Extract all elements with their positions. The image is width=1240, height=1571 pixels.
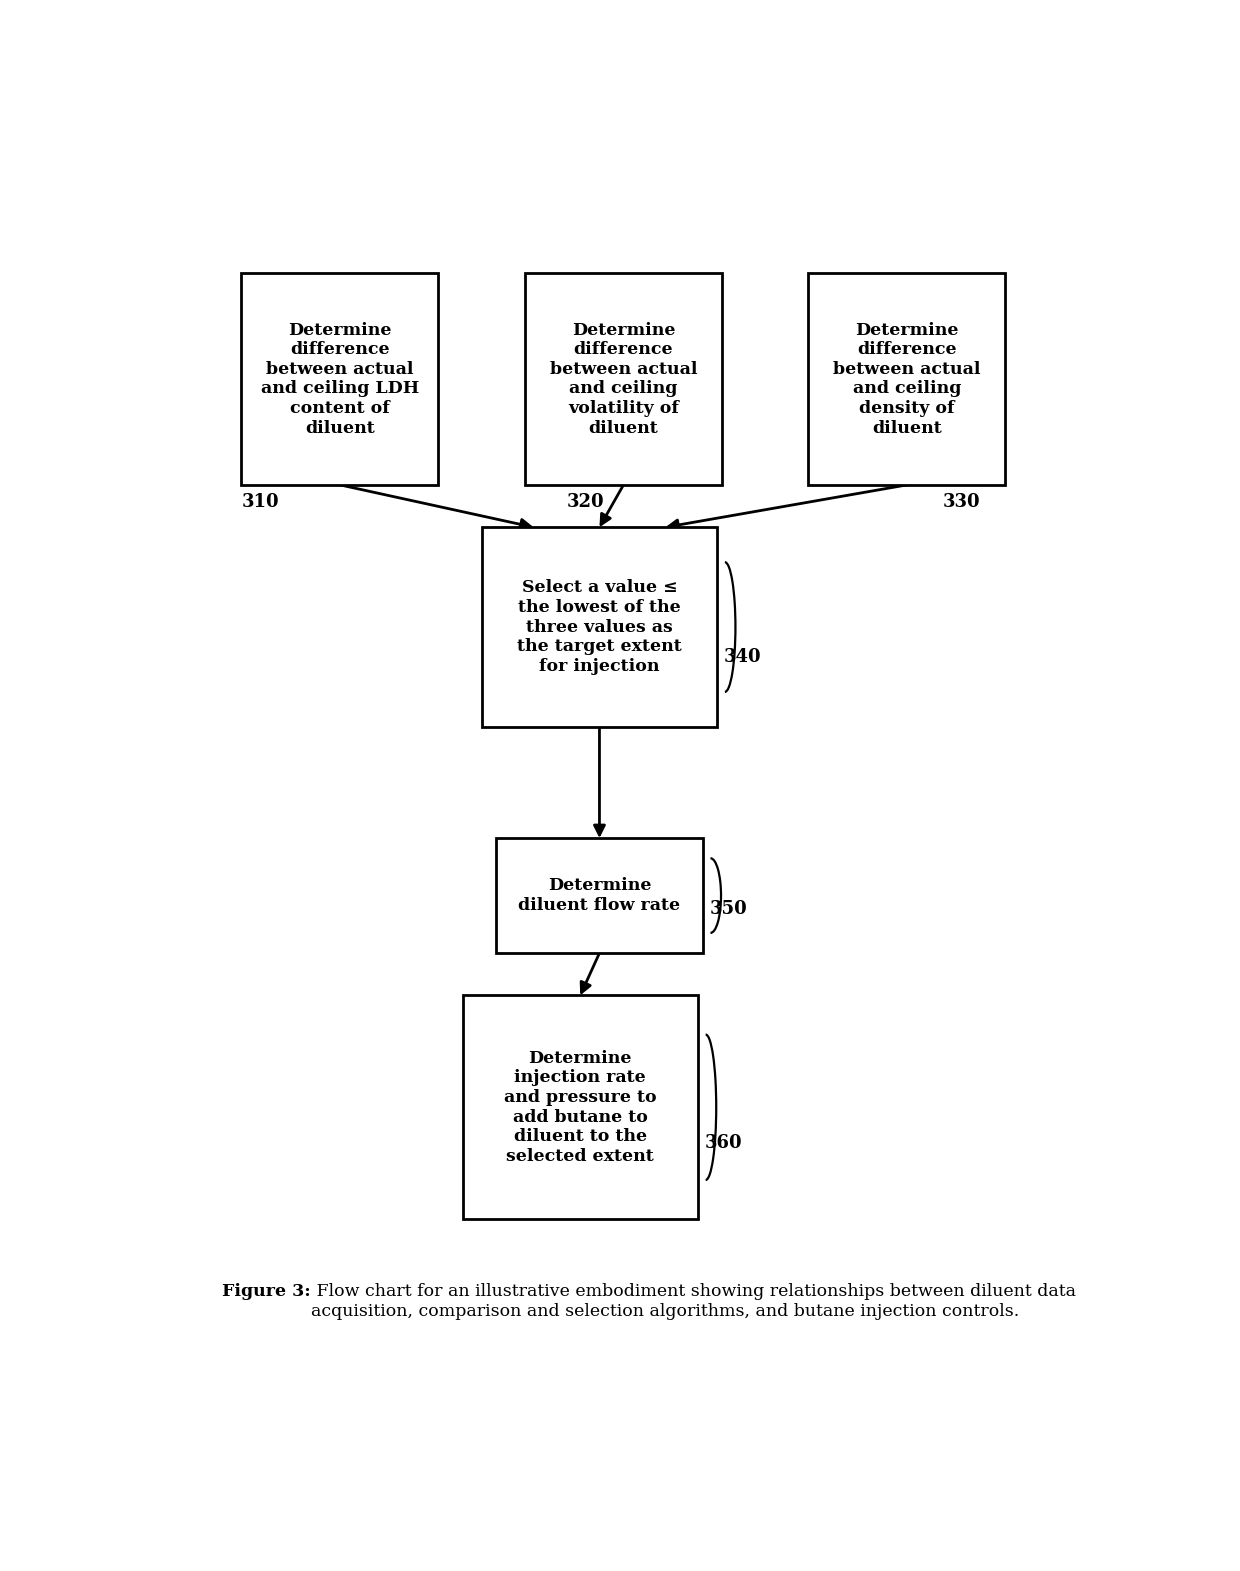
FancyBboxPatch shape [496, 837, 703, 954]
Text: 360: 360 [704, 1134, 743, 1153]
Text: 330: 330 [942, 493, 981, 511]
Text: 310: 310 [242, 493, 279, 511]
Text: Flow chart for an illustrative embodiment showing relationships between diluent : Flow chart for an illustrative embodimen… [311, 1284, 1076, 1320]
Text: Determine
injection rate
and pressure to
add butane to
diluent to the
selected e: Determine injection rate and pressure to… [503, 1049, 656, 1164]
Text: Determine
difference
between actual
and ceiling LDH
content of
diluent: Determine difference between actual and … [260, 322, 419, 437]
Text: 320: 320 [567, 493, 604, 511]
Text: Select a value ≤
the lowest of the
three values as
the target extent
for injecti: Select a value ≤ the lowest of the three… [517, 580, 682, 674]
Text: Figure 3:: Figure 3: [222, 1284, 311, 1301]
FancyBboxPatch shape [242, 273, 439, 485]
FancyBboxPatch shape [463, 996, 698, 1219]
Text: 340: 340 [724, 649, 761, 666]
Text: Determine
diluent flow rate: Determine diluent flow rate [518, 877, 681, 914]
FancyBboxPatch shape [808, 273, 1006, 485]
FancyBboxPatch shape [525, 273, 722, 485]
Text: Determine
difference
between actual
and ceiling
volatility of
diluent: Determine difference between actual and … [549, 322, 697, 437]
FancyBboxPatch shape [481, 528, 717, 727]
Text: Determine
difference
between actual
and ceiling
density of
diluent: Determine difference between actual and … [833, 322, 981, 437]
Text: 350: 350 [709, 900, 748, 917]
